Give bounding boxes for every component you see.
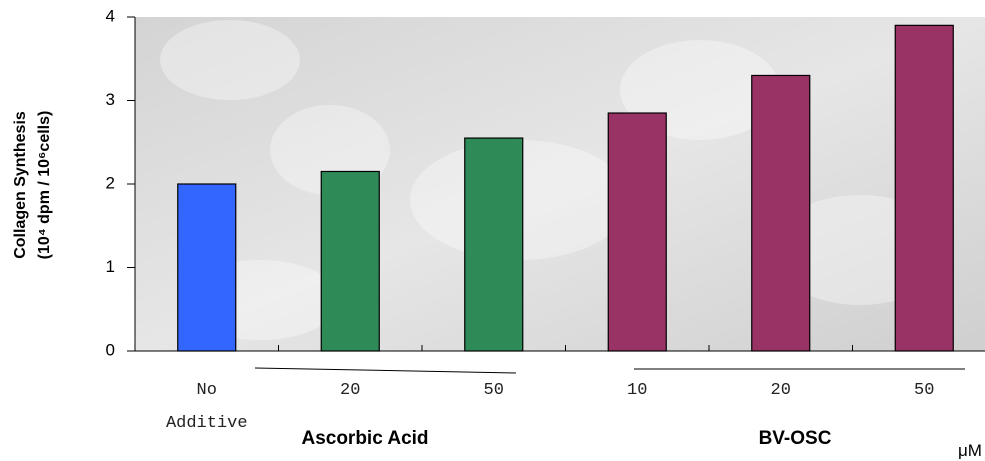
- group-label: BV-OSC: [758, 428, 832, 449]
- group-label: Ascorbic Acid: [301, 428, 429, 449]
- x-tick-label: No Additive: [165, 381, 248, 433]
- plot-background: [135, 17, 985, 351]
- bar: [464, 137, 524, 352]
- y-tick-label: 3: [106, 90, 115, 109]
- x-tick-label: 20: [770, 381, 791, 400]
- bar: [751, 74, 811, 352]
- y-axis-title: Collagen Synthesis (10⁴ dpm / 10⁶cells): [12, 111, 53, 260]
- y-tick-label: 2: [106, 173, 115, 192]
- y-tick-label: 4: [106, 6, 115, 25]
- bar: [607, 112, 667, 352]
- unit-label: μM: [958, 441, 982, 460]
- x-tick-label: 50: [483, 381, 504, 400]
- group-bracket: [254, 367, 517, 374]
- x-tick-label: 10: [627, 381, 648, 400]
- bar: [320, 170, 380, 352]
- y-tick-label: 0: [106, 340, 115, 359]
- y-label: Collagen Synthesis: [12, 111, 29, 259]
- x-tick-label: 50: [914, 381, 935, 400]
- y-tick-label: 1: [106, 257, 115, 276]
- x-tick-label: 20: [340, 381, 361, 400]
- y-label: (10⁴ dpm / 10⁶cells): [36, 111, 53, 260]
- bar: [894, 24, 954, 352]
- bar: [177, 183, 237, 352]
